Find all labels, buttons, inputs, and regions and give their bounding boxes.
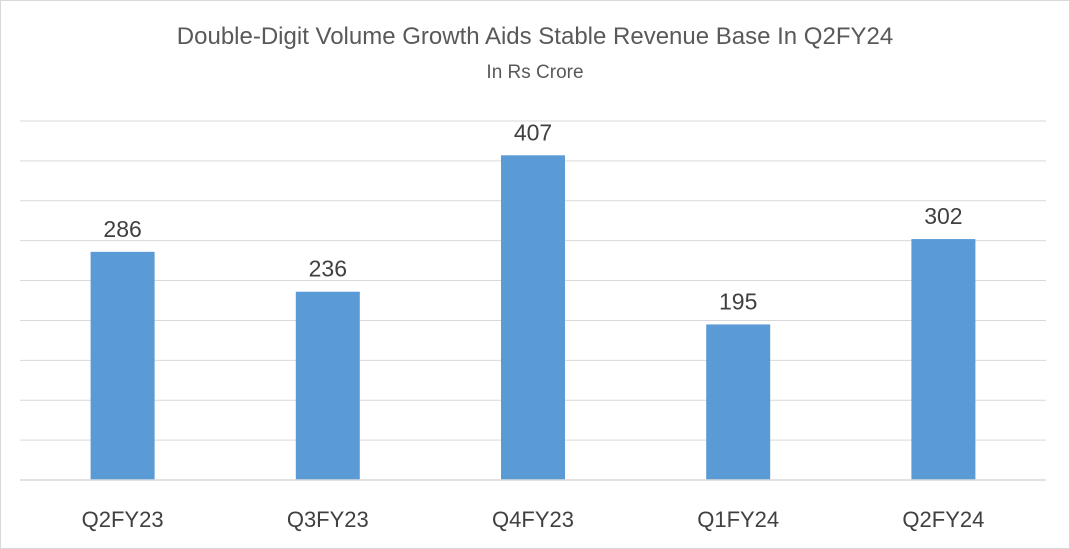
data-label: 407 xyxy=(514,119,552,145)
x-tick-label: Q2FY23 xyxy=(82,507,164,532)
chart-title: Double-Digit Volume Growth Aids Stable R… xyxy=(177,23,893,50)
x-axis-tick-labels: Q2FY23 Q3FY23 Q4FY23 Q1FY24 Q2FY24 xyxy=(82,507,985,532)
data-label: 286 xyxy=(103,216,141,242)
bar-q3fy23 xyxy=(295,291,360,480)
bar-q1fy24 xyxy=(706,324,771,480)
bars xyxy=(90,155,976,480)
data-label: 302 xyxy=(924,203,962,229)
bar-q2fy23 xyxy=(90,251,155,480)
x-tick-label: Q1FY24 xyxy=(697,507,779,532)
chart-subtitle: In Rs Crore xyxy=(486,62,583,83)
bar-q4fy23 xyxy=(501,155,565,480)
data-label: 236 xyxy=(309,256,347,282)
bar-q2fy24 xyxy=(911,239,976,480)
data-label: 195 xyxy=(719,288,757,314)
x-tick-label: Q3FY23 xyxy=(287,507,369,532)
data-labels: 286 236 407 195 302 xyxy=(103,119,962,314)
x-tick-label: Q4FY23 xyxy=(492,507,574,532)
x-tick-label: Q2FY24 xyxy=(902,507,984,532)
